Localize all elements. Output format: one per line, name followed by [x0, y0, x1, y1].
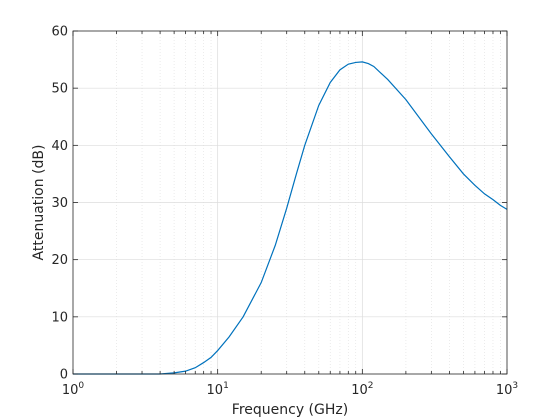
y-axis-label: Attenuation (dB) — [31, 145, 47, 261]
x-axis-label: Frequency (GHz) — [232, 402, 348, 418]
x-tick-labels: 100 101 102 103 — [62, 381, 518, 398]
x-tick-label: 103 — [496, 381, 518, 398]
y-tick-label: 40 — [51, 139, 68, 154]
y-tick-label: 10 — [51, 310, 68, 325]
y-tick-labels: 0 10 20 30 40 50 60 — [51, 25, 68, 383]
x-tick-label: 101 — [207, 381, 229, 398]
grid-lines — [73, 31, 507, 374]
y-tick-label: 60 — [51, 25, 68, 40]
y-tick-label: 30 — [51, 196, 68, 211]
y-tick-label: 0 — [60, 368, 68, 383]
x-tick-label: 102 — [351, 381, 373, 398]
y-tick-label: 50 — [51, 82, 68, 97]
x-tick-label: 100 — [62, 381, 85, 398]
y-tick-label: 20 — [51, 253, 68, 268]
tick-marks — [72, 30, 508, 375]
series-line-attenuation — [73, 61, 508, 375]
